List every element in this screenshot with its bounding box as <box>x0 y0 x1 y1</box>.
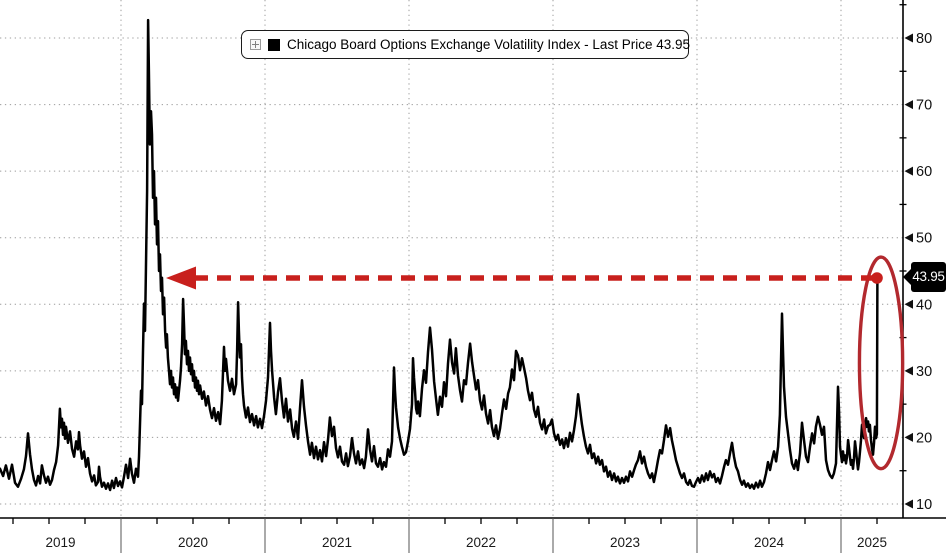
annotation-arrowhead-icon <box>166 266 196 290</box>
x-axis-year-label: 2019 <box>45 535 75 550</box>
x-axis-year-label: 2025 <box>857 535 887 550</box>
x-axis-year-label: 2023 <box>610 535 640 550</box>
y-tick-arrow-icon <box>904 299 913 309</box>
y-axis-tick-label: 20 <box>916 430 932 446</box>
vix-series-line <box>0 18 879 492</box>
last-price-label: 43.95 <box>903 262 946 292</box>
expand-icon[interactable] <box>250 39 261 50</box>
price-label-text: 43.95 <box>911 262 946 292</box>
y-axis-tick-label: 70 <box>916 98 932 114</box>
legend[interactable]: Chicago Board Options Exchange Volatilit… <box>241 30 690 59</box>
highlight-ellipse <box>857 255 905 471</box>
y-axis-tick-label: 30 <box>916 364 932 380</box>
series-color-swatch <box>268 38 280 51</box>
y-tick-arrow-icon <box>904 366 913 376</box>
y-tick-arrow-icon <box>904 233 913 243</box>
y-tick-arrow-icon <box>904 499 913 509</box>
y-tick-arrow-icon <box>904 33 913 43</box>
x-axis-year-label: 2022 <box>466 535 496 550</box>
y-axis-tick-label: 80 <box>916 31 932 47</box>
y-tick-arrow-icon <box>904 100 913 110</box>
price-label-pointer-icon <box>903 269 911 285</box>
y-tick-arrow-icon <box>904 166 913 176</box>
y-tick-arrow-icon <box>904 432 913 442</box>
annotation-origin-dot <box>871 272 883 284</box>
y-axis-tick-label: 60 <box>916 164 932 180</box>
x-axis-year-label: 2021 <box>322 535 352 550</box>
y-axis-tick-label: 50 <box>916 231 932 247</box>
y-axis-tick-label: 10 <box>916 497 932 513</box>
legend-label: Chicago Board Options Exchange Volatilit… <box>287 37 690 52</box>
x-axis-year-label: 2024 <box>754 535 785 550</box>
y-axis-tick-label: 40 <box>916 297 932 313</box>
x-axis-year-label: 2020 <box>178 535 208 550</box>
